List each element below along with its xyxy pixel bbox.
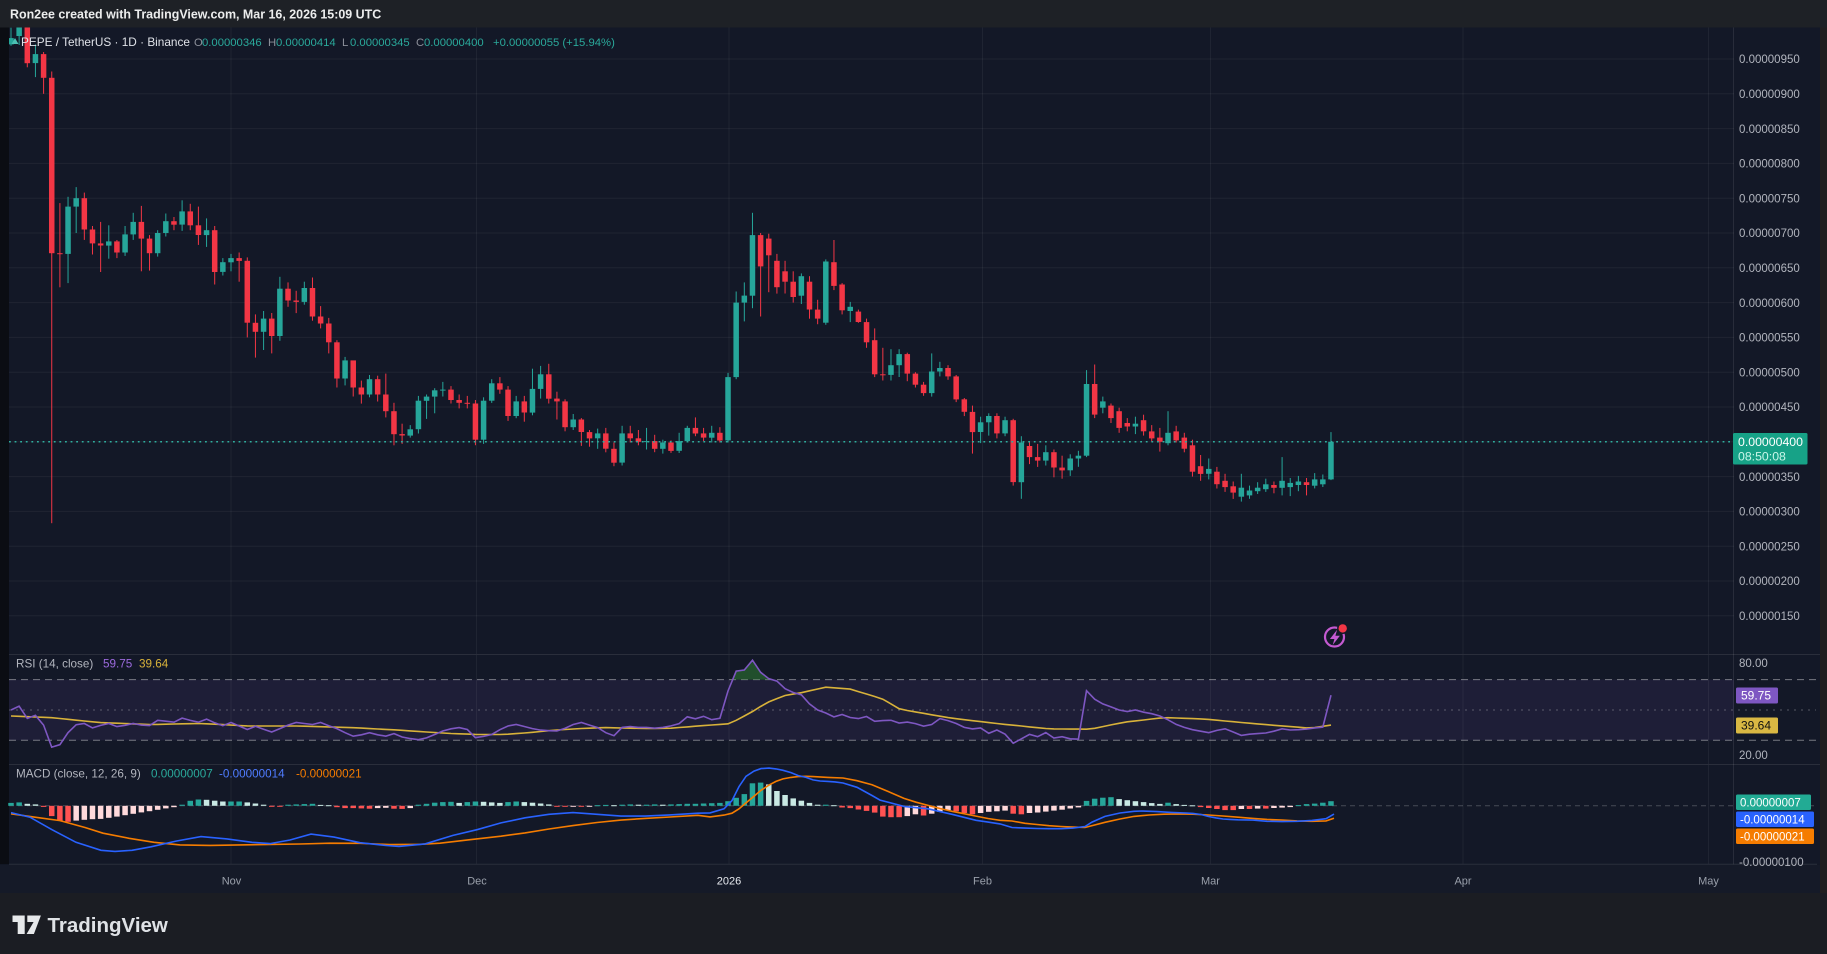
svg-text:20.00: 20.00 (1739, 750, 1768, 762)
svg-text:08:50:08: 08:50:08 (1738, 450, 1786, 464)
svg-text:Nov: Nov (222, 876, 242, 888)
svg-text:39.64: 39.64 (1741, 719, 1771, 733)
svg-text:0.00000150: 0.00000150 (1739, 611, 1800, 623)
svg-text:0.00000500: 0.00000500 (1739, 367, 1800, 379)
svg-text:May: May (1698, 876, 1719, 888)
svg-text:Ron2ee created with TradingVie: Ron2ee created with TradingView.com, Mar… (10, 8, 381, 22)
svg-text:0.00000850: 0.00000850 (1739, 124, 1800, 136)
svg-text:39.64: 39.64 (139, 658, 169, 671)
svg-text:+0.00000055 (+15.94%): +0.00000055 (+15.94%) (493, 37, 615, 49)
svg-text:0.00000345: 0.00000345 (350, 37, 410, 49)
svg-text:L: L (342, 37, 348, 49)
svg-text:-0.00000021: -0.00000021 (1740, 832, 1805, 844)
svg-text:0.00000400: 0.00000400 (424, 37, 484, 49)
svg-text:0.00000950: 0.00000950 (1739, 54, 1800, 66)
svg-text:0.00000800: 0.00000800 (1739, 159, 1800, 171)
svg-text:0.00000400: 0.00000400 (1738, 435, 1803, 449)
svg-text:-0.00000021: -0.00000021 (296, 768, 362, 781)
svg-text:PEPE / TetherUS · 1D · Binance: PEPE / TetherUS · 1D · Binance (21, 35, 190, 49)
svg-text:Apr: Apr (1454, 876, 1471, 888)
svg-text:0.00000550: 0.00000550 (1739, 333, 1800, 345)
svg-text:0.00000346: 0.00000346 (202, 37, 262, 49)
svg-text:Feb: Feb (973, 876, 992, 888)
svg-text:0.00000007: 0.00000007 (151, 768, 213, 781)
svg-text:-0.00000014: -0.00000014 (219, 768, 285, 781)
svg-text:O: O (194, 37, 203, 49)
svg-text:0.00000700: 0.00000700 (1739, 228, 1800, 240)
svg-text:-0.00000100: -0.00000100 (1739, 857, 1804, 869)
svg-text:C: C (416, 37, 424, 49)
svg-text:59.75: 59.75 (103, 658, 133, 671)
svg-text:0.00000250: 0.00000250 (1739, 541, 1800, 553)
svg-text:H: H (268, 37, 276, 49)
svg-text:0.00000350: 0.00000350 (1739, 472, 1800, 484)
svg-text:Dec: Dec (467, 876, 487, 888)
svg-text:2026: 2026 (717, 876, 741, 888)
svg-text:0.00000300: 0.00000300 (1739, 507, 1800, 519)
svg-text:-0.00000014: -0.00000014 (1740, 815, 1805, 827)
svg-text:MACD (close, 12, 26, 9): MACD (close, 12, 26, 9) (16, 768, 141, 781)
svg-text:0.00000414: 0.00000414 (276, 37, 336, 49)
svg-text:0.00000750: 0.00000750 (1739, 193, 1800, 205)
svg-text:0.00000650: 0.00000650 (1739, 263, 1800, 275)
svg-text:0.00000007: 0.00000007 (1740, 798, 1801, 810)
svg-text:0.00000600: 0.00000600 (1739, 298, 1800, 310)
svg-text:0.00000450: 0.00000450 (1739, 402, 1800, 414)
svg-text:59.75: 59.75 (1741, 689, 1771, 703)
svg-text:TradingView: TradingView (48, 914, 168, 937)
svg-text:Mar: Mar (1201, 876, 1220, 888)
svg-text:0.00000200: 0.00000200 (1739, 576, 1800, 588)
svg-text:80.00: 80.00 (1739, 658, 1768, 670)
svg-text:RSI (14, close): RSI (14, close) (16, 658, 93, 671)
svg-text:0.00000900: 0.00000900 (1739, 89, 1800, 101)
